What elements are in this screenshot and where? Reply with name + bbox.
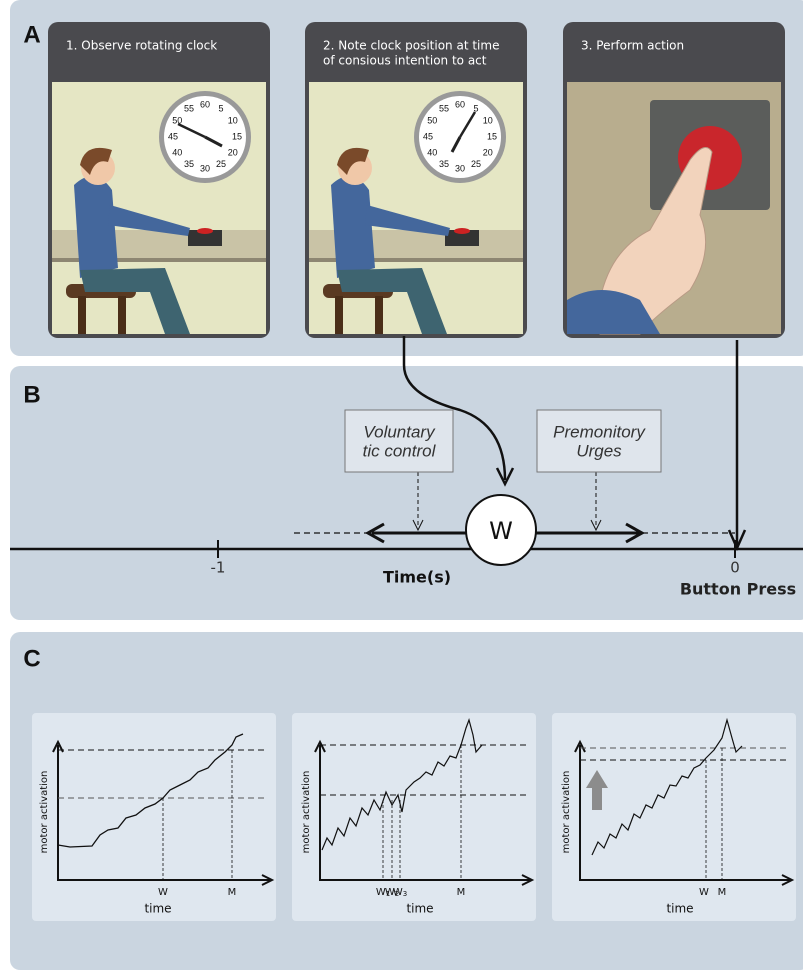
step-title: 3. Perform action <box>581 39 684 53</box>
marker-base: M <box>457 887 466 898</box>
clock-numeral: 30 <box>200 163 210 173</box>
w-marker: W <box>489 517 513 545</box>
clock-numeral: 20 <box>483 147 493 157</box>
marker-base: W <box>158 887 168 898</box>
scene-1 <box>48 22 270 338</box>
event-label: Button Press <box>680 580 796 599</box>
panel-label: A <box>23 21 40 48</box>
tick-label: 0 <box>730 559 740 577</box>
step-title: of consious intention to act <box>323 54 487 68</box>
clock-numeral: 50 <box>427 115 437 125</box>
panel-label: C <box>23 645 40 672</box>
scene-2 <box>305 22 527 338</box>
clock-numeral: 5 <box>473 104 478 114</box>
clock-numeral: 25 <box>471 159 481 169</box>
box-label: tic control <box>363 441 437 460</box>
clock-numeral: 20 <box>228 147 238 157</box>
clock-numeral: 15 <box>232 131 242 141</box>
x-axis-label: time <box>144 902 171 916</box>
marker-label: W <box>699 887 709 898</box>
clock-numeral: 55 <box>184 104 194 114</box>
clock-numeral: 45 <box>168 131 178 141</box>
marker-label: M <box>228 887 237 898</box>
panel-label: B <box>23 381 40 408</box>
clock-numeral: 45 <box>423 131 433 141</box>
x-axis-label: time <box>406 902 433 916</box>
marker-base: W <box>699 887 709 898</box>
clock-numeral: 60 <box>455 99 465 109</box>
clock-numeral: 40 <box>427 147 437 157</box>
marker-label: M <box>718 887 727 898</box>
clock-numeral: 10 <box>483 115 493 125</box>
clock-numeral: 35 <box>184 159 194 169</box>
step-title: 2. Note clock position at time <box>323 39 499 53</box>
marker-sub: 3 <box>403 890 407 898</box>
step-title: 1. Observe rotating clock <box>66 39 217 53</box>
tick-label: -1 <box>211 559 226 577</box>
box-label: Premonitory <box>553 422 646 441</box>
marker-label: W <box>158 887 168 898</box>
clock-numeral: 30 <box>455 163 465 173</box>
clock-numeral: 10 <box>228 115 238 125</box>
x-axis-label: time <box>666 902 693 916</box>
y-axis-label: motor activation <box>39 771 50 854</box>
plot-frames <box>32 713 796 921</box>
y-axis-label: motor activation <box>301 771 312 854</box>
clock-numeral: 55 <box>439 104 449 114</box>
clock-numeral: 35 <box>439 159 449 169</box>
clock-numeral: 40 <box>172 147 182 157</box>
marker-base: M <box>718 887 727 898</box>
marker-base: M <box>228 887 237 898</box>
clock-numeral: 15 <box>487 131 497 141</box>
box-label: Voluntary <box>363 422 436 441</box>
marker-label: M <box>457 887 466 898</box>
box-label: Urges <box>576 441 622 460</box>
axis-label: Time(s) <box>383 568 451 587</box>
figure: A B C 1. Observe rotating clock 2. Note cloc… <box>0 0 803 972</box>
clock-numeral: 60 <box>200 99 210 109</box>
scene-3 <box>563 22 785 338</box>
clock-numeral: 25 <box>216 159 226 169</box>
clock-numeral: 5 <box>218 104 223 114</box>
y-axis-label: motor activation <box>561 771 572 854</box>
marker-base: W <box>393 887 403 898</box>
clock-numeral: 50 <box>172 115 182 125</box>
